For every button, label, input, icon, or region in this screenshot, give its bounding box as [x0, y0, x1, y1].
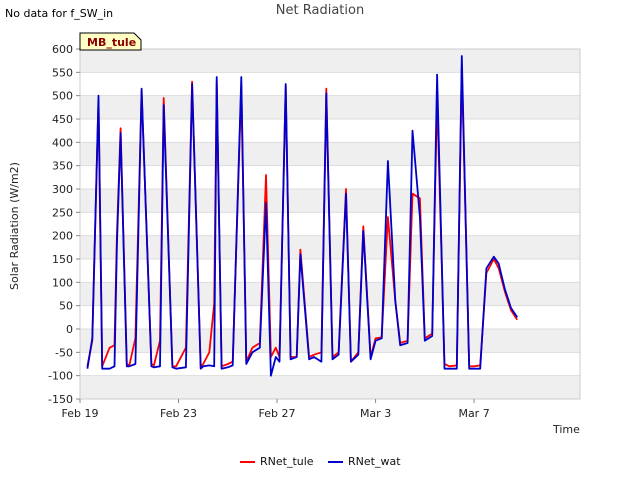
y-tick-label: 350	[52, 160, 73, 173]
y-tick-label: 100	[52, 276, 73, 289]
x-axis-label: Time	[552, 423, 580, 436]
background-band	[80, 49, 580, 73]
series-line-rnet-wat	[86, 55, 518, 377]
legend-label-rnet-wat: RNet_wat	[348, 455, 401, 468]
y-tick-label: 50	[59, 300, 73, 313]
x-axis-ticks: Feb 19 Feb 23 Feb 27 Mar 3 Mar 7	[62, 399, 490, 420]
legend: RNet_tule RNet_wat	[240, 455, 401, 468]
x-tick-label: Mar 7	[458, 407, 489, 420]
site-badge: MB_tule	[79, 32, 142, 51]
legend-label-rnet-tule: RNet_tule	[260, 455, 314, 468]
no-data-message: No data for f_SW_in	[5, 7, 114, 20]
background-band	[80, 282, 580, 306]
background-band	[80, 189, 580, 213]
y-tick-label: -50	[55, 346, 73, 359]
x-tick-label: Feb 23	[160, 407, 197, 420]
y-tick-label: -150	[48, 393, 73, 406]
chart-title: Net Radiation	[275, 3, 365, 18]
y-axis-ticks: -150 -100 -50 0 50 100 150 200 250 300 350 400 450 50…	[48, 43, 80, 406]
x-tick-label: Feb 27	[259, 407, 296, 420]
series-lines	[86, 55, 518, 377]
y-tick-label: 0	[66, 323, 73, 336]
y-axis-label: Solar Radiation (W/m2)	[8, 162, 21, 290]
plot-frame	[79, 48, 581, 400]
site-badge-label: MB_tule	[87, 36, 136, 49]
y-tick-label: 550	[52, 66, 73, 79]
background-bands	[80, 49, 580, 399]
y-tick-label: 400	[52, 136, 73, 149]
x-tick-label: Feb 19	[62, 407, 99, 420]
y-tick-label: 250	[52, 206, 73, 219]
y-tick-label: 450	[52, 113, 73, 126]
y-tick-label: 600	[52, 43, 73, 56]
y-tick-label: 300	[52, 183, 73, 196]
background-band	[80, 375, 580, 399]
y-tick-label: 200	[52, 230, 73, 243]
background-band	[80, 142, 580, 166]
background-band	[80, 95, 580, 119]
y-tick-label: 500	[52, 90, 73, 103]
y-tick-label: 150	[52, 253, 73, 266]
background-band	[80, 329, 580, 353]
x-tick-label: Mar 3	[360, 407, 391, 420]
y-tick-label: -100	[48, 370, 73, 383]
site-badge-shape	[79, 32, 142, 51]
